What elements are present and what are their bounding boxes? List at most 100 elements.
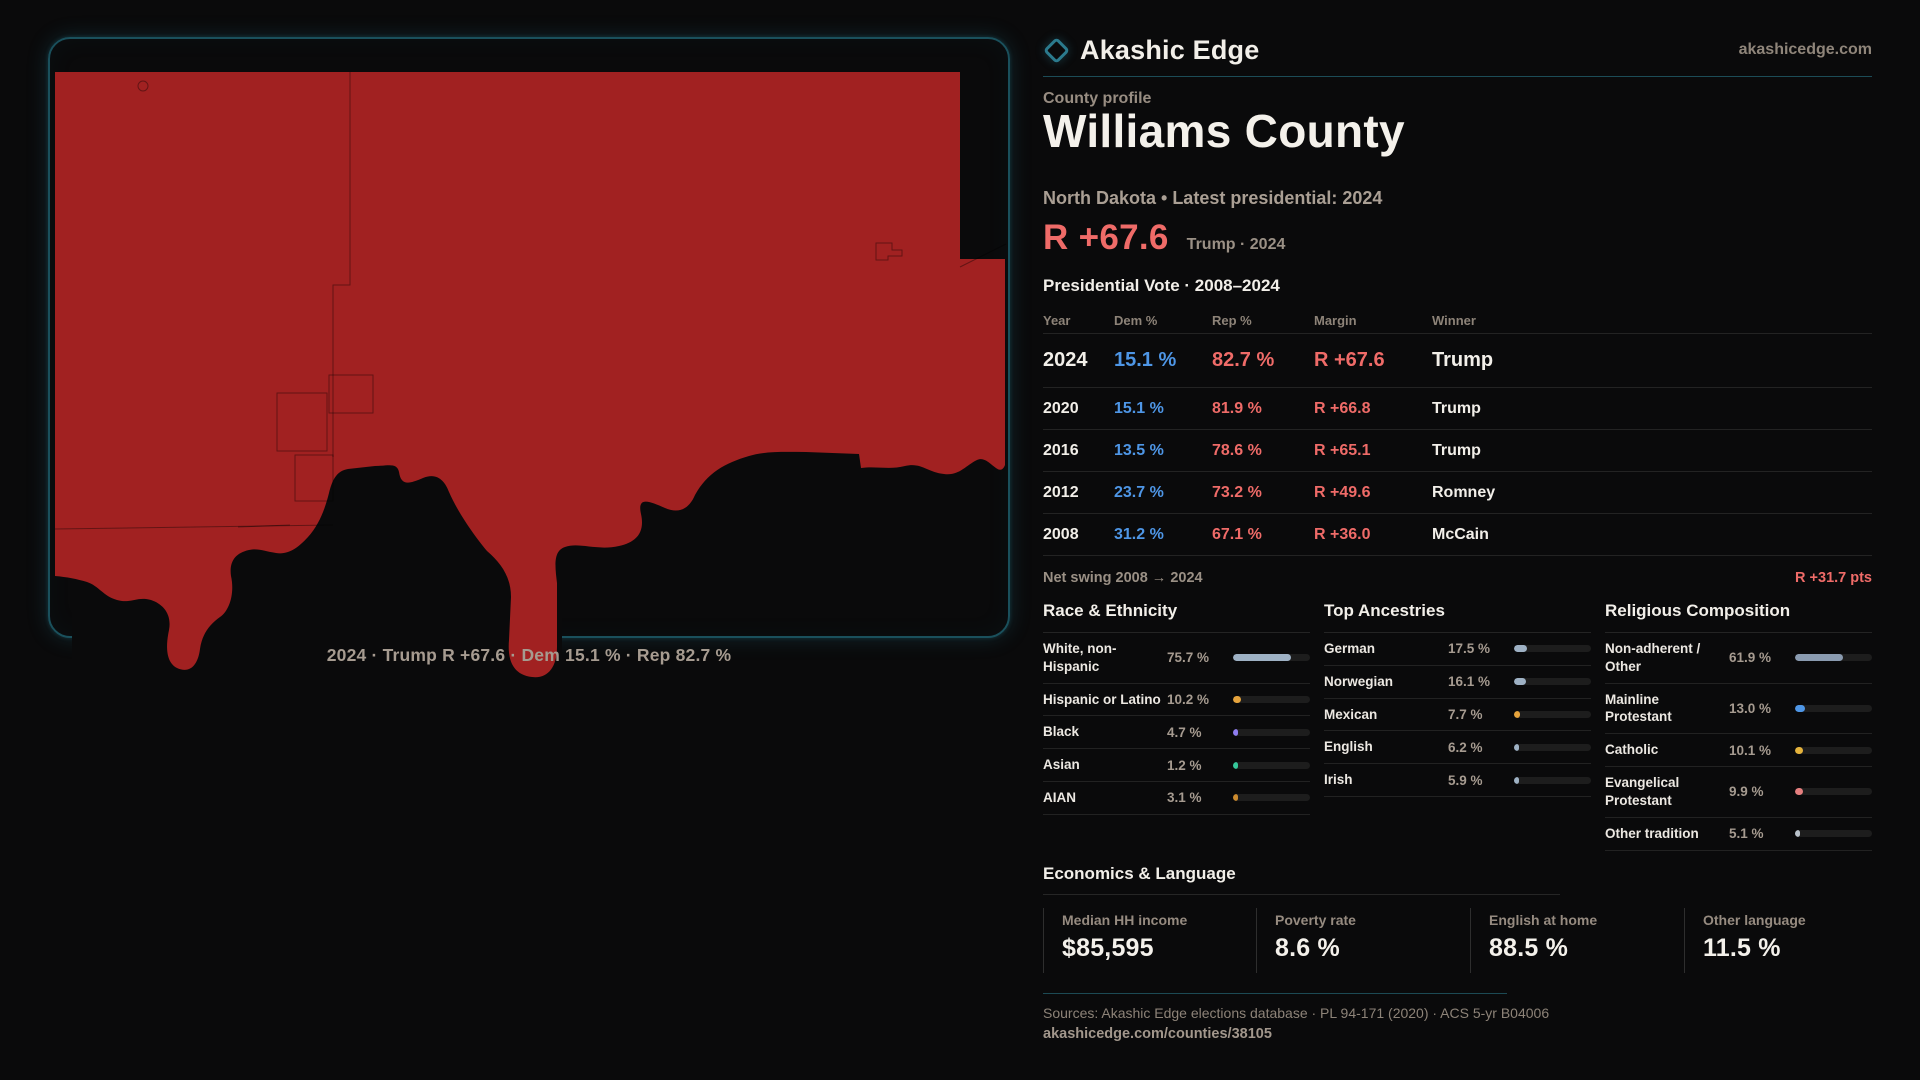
demo-value: 61.9 % [1729,650,1772,666]
brand-name[interactable]: Akashic Edge [1080,34,1260,65]
demo-value: 9.9 % [1729,784,1764,800]
demo-bar-fill [1795,830,1800,838]
vote-cell-yr: 2012 [1043,483,1079,501]
profile-eyebrow: County profile [1043,90,1152,107]
vote-cell-marg: R +49.6 [1314,483,1371,501]
right-column: Akashic Edge akashicedge.com County prof… [1043,0,1872,1080]
brand-row: Akashic Edge akashicedge.com [1043,30,1872,70]
county-shape [55,72,1005,678]
demo-row: German 17.5 % [1324,633,1591,666]
stat-value: $85,595 [1062,934,1154,962]
brand-domain-link[interactable]: akashicedge.com [1738,41,1872,58]
economics-divider [1043,894,1560,895]
demo-label: AIAN [1043,790,1076,806]
demo-bar-fill [1795,746,1803,754]
demo-bar-track [1233,728,1310,736]
stat-label: Median HH income [1062,912,1188,928]
demo-label: Mexican [1324,706,1378,722]
vote-row: 2020 15.1 % 81.9 % R +66.8 Trump [1043,388,1872,430]
precinct-boundaries [54,72,1007,530]
sources-line: Sources: Akashic Edge elections database… [1043,1005,1550,1021]
demo-bar-fill [1233,696,1241,704]
col-dem: Dem % [1114,313,1158,328]
demo-bar-fill [1233,728,1238,736]
demo-bar-fill [1514,711,1520,719]
section-title: Top Ancestries [1324,601,1591,633]
demo-label: English [1324,739,1373,755]
net-swing-label: Net swing 2008 → 2024 [1043,570,1203,586]
demo-label: Other tradition [1605,825,1699,841]
stat-label: Poverty rate [1275,912,1356,928]
demo-bar-track [1795,654,1872,662]
vote-cell-yr: 2024 [1043,349,1088,371]
demo-value: 6.2 % [1448,739,1483,755]
demo-bar-track [1514,743,1591,751]
demo-label: White, non-Hispanic [1043,641,1117,674]
demo-label: Evangelical Protestant [1605,775,1680,808]
demo-value: 5.9 % [1448,772,1483,788]
demo-row: Mainline Protestant 13.0 % [1605,684,1872,735]
demo-value: 10.2 % [1167,692,1210,708]
econ-stat: Median HH income $85,595 [1043,908,1256,973]
demo-bar-fill [1795,788,1803,796]
demo-row: Mexican 7.7 % [1324,699,1591,732]
demo-label: Hispanic or Latino [1043,691,1161,707]
demo-label: Asian [1043,757,1080,773]
demo-value: 1.2 % [1167,757,1202,773]
demo-bar-track [1795,830,1872,838]
vote-cell-dem: 15.1 % [1114,349,1177,371]
demo-row: Irish 5.9 % [1324,764,1591,798]
county-subtitle: North Dakota • Latest presidential: 2024 [1043,188,1383,208]
vote-cell-marg: R +67.6 [1314,349,1385,371]
vote-table: 2024 15.1 % 82.7 % R +67.6 Trump 2020 15.1 % 81… [1043,334,1872,556]
demo-row: Black 4.7 % [1043,716,1310,750]
vote-cell-dem: 13.5 % [1114,441,1164,459]
demo-label: Non-adherent / Other [1605,641,1701,674]
vote-cell-rep: 82.7 % [1212,349,1275,371]
county-title: Williams County [1043,105,1405,157]
demo-bar-track [1233,794,1310,802]
vote-cell-rep: 67.1 % [1212,525,1262,543]
vote-table-title: Presidential Vote · 2008–2024 [1043,276,1280,295]
demo-bar-track [1795,746,1872,754]
demo-bar-fill [1514,743,1519,751]
demo-row: Catholic 10.1 % [1605,734,1872,768]
vote-cell-rep: 73.2 % [1212,483,1262,501]
demo-bar-track [1514,645,1591,653]
demo-value: 16.1 % [1448,674,1491,690]
vote-row: 2016 13.5 % 78.6 % R +65.1 Trump [1043,430,1872,472]
permalink-link[interactable]: akashicedge.com/counties/38105 [1043,1026,1272,1042]
stat-label: Other language [1703,912,1806,928]
demo-bar-fill [1795,704,1805,712]
vote-cell-winner: Trump [1432,349,1494,371]
footer-divider [1043,993,1507,994]
demo-value: 13.0 % [1729,700,1772,716]
col-year: Year [1043,313,1071,328]
demo-value: 3.1 % [1167,790,1202,806]
demo-bar-track [1233,696,1310,704]
col-rep: Rep % [1212,313,1252,328]
demo-bar-track [1795,788,1872,796]
vote-row: 2012 23.7 % 73.2 % R +49.6 Romney [1043,472,1872,514]
margin-note: Trump · 2024 [1186,236,1286,253]
stat-value: 88.5 % [1489,934,1569,962]
vote-cell-dem: 31.2 % [1114,525,1164,543]
demo-section: Race & Ethnicity White, non-Hispanic 75.7 … [1043,601,1310,851]
economics-stats: Median HH income $85,595 Poverty rate 8.6 %… [1043,908,1872,973]
vote-cell-dem: 15.1 % [1114,399,1164,417]
net-swing-value: R +31.7 pts [1795,570,1872,586]
demo-bar-track [1514,711,1591,719]
demo-bar-track [1233,761,1310,769]
demo-row: Non-adherent / Other 61.9 % [1605,633,1872,684]
econ-stat: Other language 11.5 % [1684,908,1872,973]
demo-row: AIAN 3.1 % [1043,782,1310,815]
vote-cell-marg: R +66.8 [1314,399,1371,417]
demo-label: Black [1043,724,1080,740]
demo-value: 75.7 % [1167,650,1210,666]
demo-bar-fill [1514,645,1528,653]
vote-cell-yr: 2020 [1043,399,1079,417]
margin-headline-row: R +67.6 Trump · 2024 [1043,218,1872,258]
vote-cell-winner: McCain [1432,525,1489,543]
demo-row: Norwegian 16.1 % [1324,666,1591,699]
